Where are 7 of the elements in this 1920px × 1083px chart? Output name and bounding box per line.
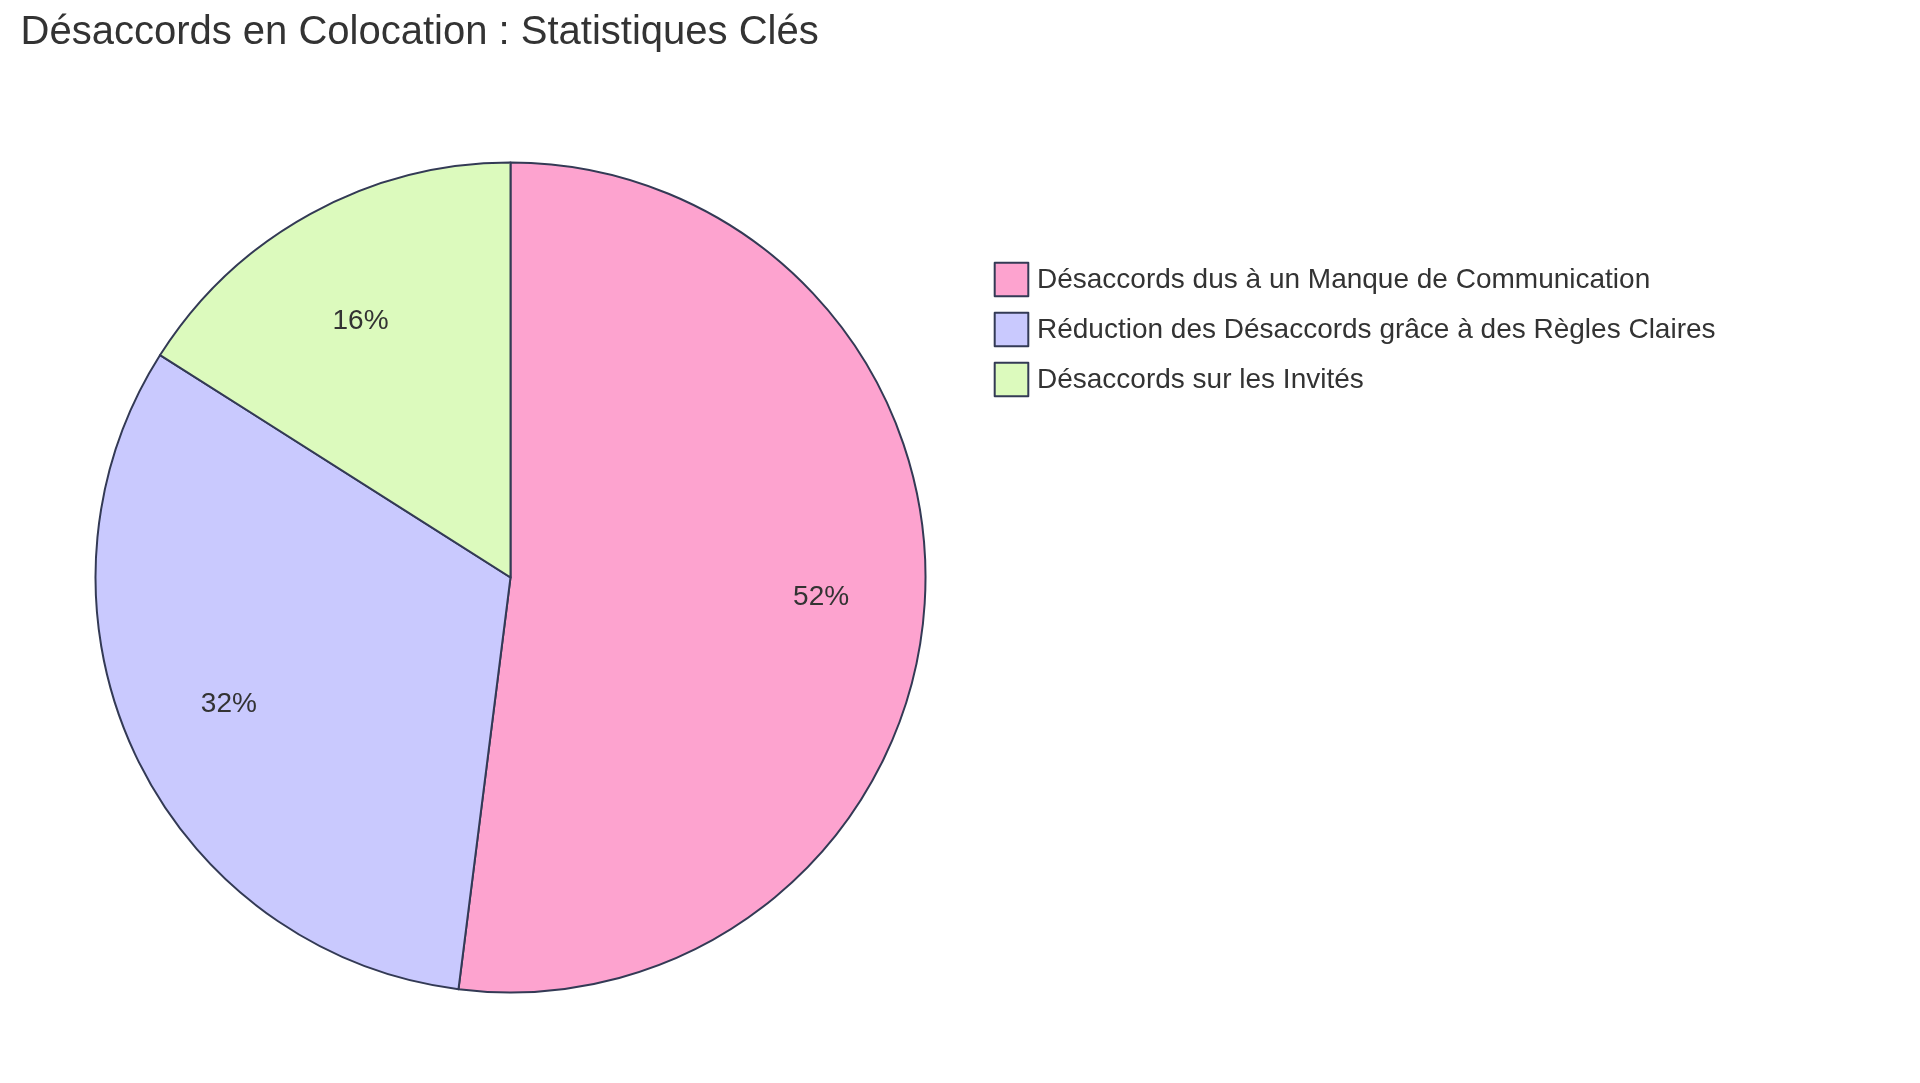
data-label: 52% bbox=[793, 580, 850, 612]
data-label: 16% bbox=[332, 303, 389, 335]
chart-title: Désaccords en Colocation : Statistiques Clés bbox=[20, 7, 819, 52]
legend-label: Désaccords dus à un Manque de Communication bbox=[1037, 263, 1651, 295]
data-label: 32% bbox=[200, 687, 257, 719]
legend-label: Réduction des Désaccords grâce à des Règles Claires bbox=[1037, 313, 1716, 345]
legend-label: Désaccords sur les Invités bbox=[1037, 363, 1364, 395]
